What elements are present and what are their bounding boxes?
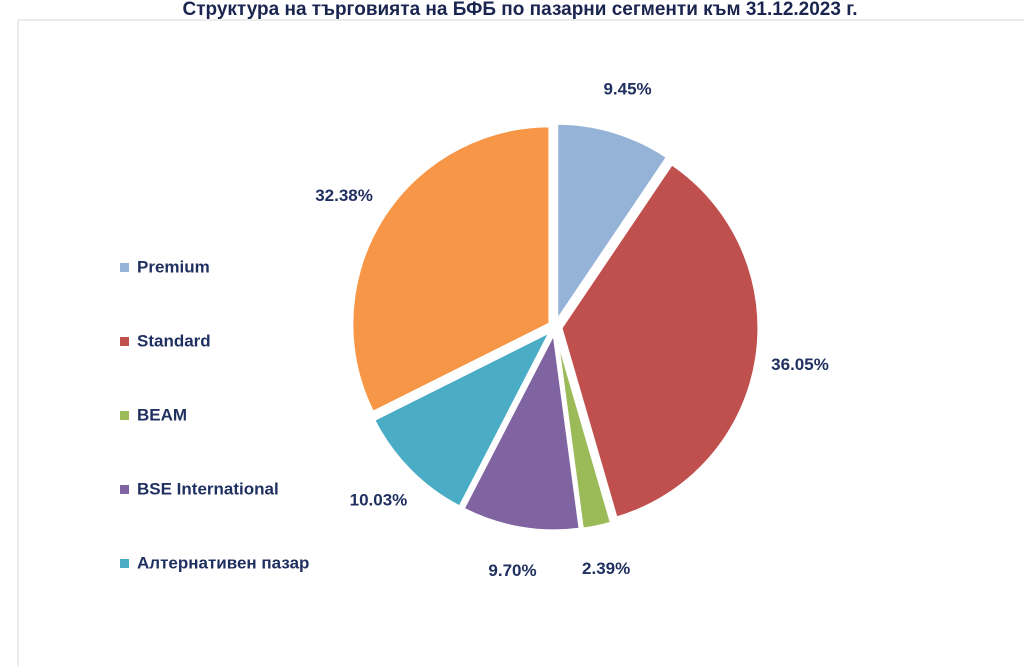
legend-label: BSE International (137, 479, 279, 498)
data-label: 36.05% (771, 355, 829, 374)
chart-title: Структура на търговията на БФБ по пазарн… (182, 0, 857, 20)
pie-slice (350, 124, 552, 415)
legend-swatch (120, 411, 129, 420)
pie-slice (554, 332, 614, 531)
legend-label: Алтернативен пазар (137, 553, 309, 572)
data-label: 9.70% (488, 561, 536, 580)
legend-swatch (120, 559, 129, 568)
legend-swatch (120, 263, 129, 272)
pie-slice (555, 121, 670, 327)
data-label: 9.45% (603, 79, 651, 98)
pie-slice (371, 327, 555, 510)
data-label: 32.38% (315, 186, 373, 205)
legend-swatch (120, 485, 129, 494)
legend-swatch (120, 337, 129, 346)
data-label: 10.03% (350, 491, 408, 510)
data-label: 2.39% (582, 559, 630, 578)
legend-label: Standard (137, 331, 211, 350)
pie-slice (559, 161, 761, 520)
legend-label: BEAM (137, 405, 187, 424)
pie-slice (461, 327, 582, 533)
legend-label: Premium (137, 257, 210, 276)
